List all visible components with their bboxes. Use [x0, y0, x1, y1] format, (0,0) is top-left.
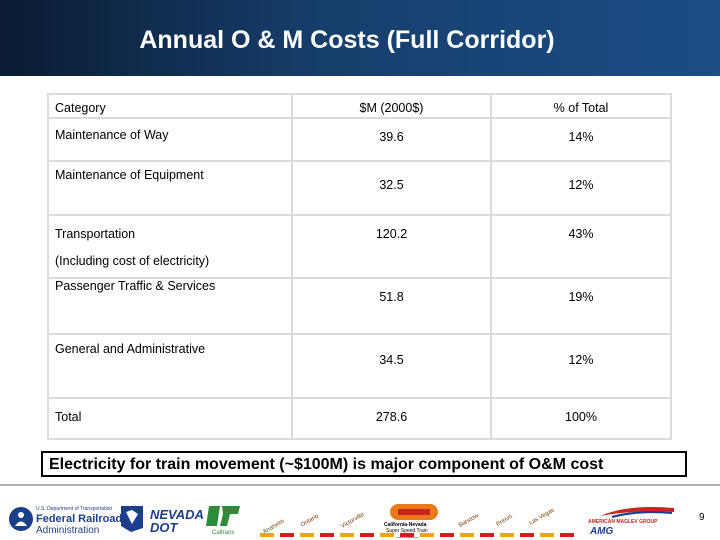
fra-line3: Administration — [36, 525, 100, 536]
header-cell-pct — [492, 95, 670, 117]
fra-line1: U.S. Department of Transportation — [36, 506, 113, 512]
row-pct: 12% — [568, 178, 594, 192]
table-row-cell — [492, 399, 670, 438]
table-row-cell — [293, 279, 490, 333]
title-bar — [0, 0, 720, 76]
header-pct: % of Total — [553, 101, 609, 115]
footer-logos: U.S. Department of Transportation Federa… — [0, 488, 720, 540]
route-city: Barstow — [457, 512, 480, 530]
table-row-cell — [49, 399, 291, 438]
row-note: (Including cost of electricity) — [55, 254, 210, 268]
row-category: General and Administrative — [55, 342, 206, 356]
row-cost: 39.6 — [379, 130, 404, 144]
table-row-cell — [293, 162, 490, 214]
table-row-cell — [49, 162, 291, 214]
header-cost: $M (2000$) — [359, 101, 424, 115]
row-category-total: Total — [55, 410, 82, 424]
callout-box: Electricity for train movement (~$100M) … — [41, 451, 687, 477]
row-pct: 12% — [568, 353, 594, 367]
table-row-cell — [293, 119, 490, 160]
table-row-cell — [492, 216, 670, 277]
cnsst-line1: California-Nevada — [384, 522, 427, 528]
route-stripe — [260, 533, 580, 537]
row-cost-total: 278.6 — [375, 410, 408, 424]
amg-line2: AMG — [590, 526, 614, 537]
route-city: Primm — [495, 514, 514, 528]
route-city: Las Vegas — [528, 507, 556, 527]
row-cost: 32.5 — [379, 178, 404, 192]
table-row-cell — [492, 162, 670, 214]
header-category: Category — [55, 101, 106, 115]
amg-line1: AMERICAN MAGLEV GROUP — [588, 519, 658, 525]
nevada-line1: NEVADA — [150, 507, 204, 522]
slide-title: Annual O & M Costs (Full Corridor) — [139, 26, 555, 54]
route-city: Ontario — [299, 513, 320, 529]
row-category: Maintenance of Equipment — [55, 168, 204, 182]
table-row-cell — [49, 119, 291, 160]
cnsst-logo-icon — [390, 504, 438, 520]
footer-divider — [0, 484, 720, 486]
row-category: Passenger Traffic & Services — [55, 279, 216, 293]
cost-table: Category $M (2000$) % of Total Maintenan… — [47, 93, 672, 440]
cnsst-line2: Super Speed Train — [386, 528, 428, 534]
row-cost: 51.8 — [379, 290, 404, 304]
table-row-cell — [492, 335, 670, 397]
table-row-cell — [293, 335, 490, 397]
table-row-cell — [49, 335, 291, 397]
table-row-cell — [49, 216, 291, 277]
route-city: Victorville — [340, 512, 366, 530]
table-row-cell — [492, 279, 670, 333]
nevada-dot-icon — [121, 506, 143, 532]
fra-line2: Federal Railroad — [36, 513, 123, 525]
amg-logo-icon — [600, 507, 674, 518]
table-row-cell — [49, 279, 291, 333]
row-pct: 14% — [568, 130, 594, 144]
row-pct: 43% — [568, 227, 594, 241]
header-cell-cost — [293, 95, 490, 117]
row-cost: 34.5 — [379, 353, 404, 367]
row-pct-total: 100% — [565, 410, 597, 424]
fra-logo-icon — [9, 507, 33, 531]
nevada-line2: DOT — [150, 520, 178, 535]
table-row-cell — [293, 216, 490, 277]
caltrans-logo-icon — [206, 506, 240, 526]
row-category: Maintenance of Way — [55, 128, 169, 142]
caltrans-label: Caltrans — [212, 530, 235, 536]
header-cell-category — [49, 95, 291, 117]
table-row-cell — [293, 399, 490, 438]
row-category: Transportation — [55, 227, 136, 241]
row-pct: 19% — [568, 290, 594, 304]
row-cost: 120.2 — [375, 227, 408, 241]
table-row-cell — [492, 119, 670, 160]
page-number: 9 — [699, 512, 705, 523]
callout-text: Electricity for train movement (~$100M) … — [49, 456, 604, 473]
